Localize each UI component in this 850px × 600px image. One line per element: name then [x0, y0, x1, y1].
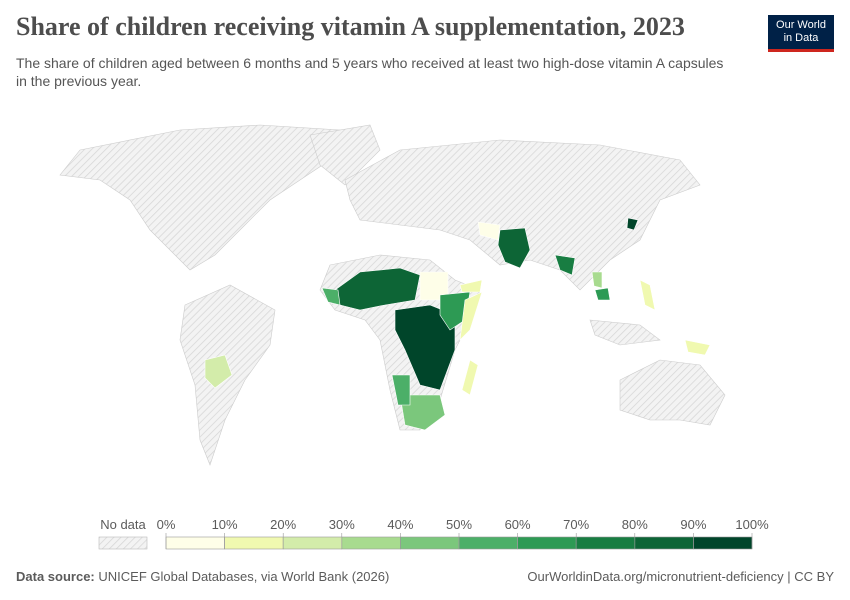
bolivia	[204, 354, 233, 389]
namibia	[391, 374, 411, 406]
west-coast	[321, 287, 341, 306]
legend-bin	[400, 536, 460, 550]
australia	[619, 359, 726, 426]
iran-region	[477, 221, 501, 241]
url[interactable]: OurWorldinData.org/micronutrient-deficie…	[527, 569, 834, 584]
legend-tick-label: 10%	[212, 517, 238, 532]
legend-tick-label: 80%	[622, 517, 648, 532]
pakistan-afghanistan	[497, 227, 531, 269]
southern-africa	[399, 394, 446, 431]
greenland	[309, 124, 381, 186]
philippines	[639, 279, 656, 311]
legend-bin	[693, 536, 753, 550]
legend-bin	[575, 536, 636, 550]
legend-bin	[517, 536, 577, 550]
legend-tick-label: 70%	[563, 517, 589, 532]
logo-text: in Data	[783, 32, 819, 44]
legend-bin	[458, 536, 518, 550]
legend-bin	[165, 536, 225, 550]
bangladesh-myanmar	[554, 254, 576, 276]
north-korea	[626, 217, 639, 231]
legend-tick-label: 60%	[505, 517, 531, 532]
legend-tick-label: 30%	[329, 517, 355, 532]
legend-no-data-label: No data	[100, 517, 146, 532]
legend-bin	[341, 536, 401, 550]
map: No data 0% 10% 20% 30% 40% 50% 60% 70% 80% 90% 100%	[59, 124, 769, 550]
legend-tick-label: 100%	[735, 517, 769, 532]
source: Data source: UNICEF Global Databases, vi…	[16, 569, 389, 584]
central-africa	[394, 304, 456, 391]
land-with-data	[204, 217, 711, 431]
legend-bin	[634, 536, 694, 550]
source-text: UNICEF Global Databases, via World Bank …	[98, 569, 390, 584]
north-america	[59, 124, 341, 271]
legend-tick-label: 40%	[387, 517, 413, 532]
legend-tick-label: 50%	[446, 517, 472, 532]
legend-bin	[282, 536, 343, 550]
subtitle: The share of children aged between 6 mon…	[16, 55, 724, 89]
yemen	[459, 279, 483, 293]
papua	[684, 339, 711, 356]
logo-text: Our World	[776, 19, 826, 31]
madagascar	[461, 359, 479, 396]
title: Share of children receiving vitamin A su…	[16, 12, 685, 41]
legend-tick-label: 20%	[270, 517, 296, 532]
cambodia	[594, 287, 611, 301]
horn	[459, 291, 483, 341]
legend-tick-label: 90%	[680, 517, 706, 532]
legend-no-data-swatch	[98, 536, 148, 550]
west-africa	[334, 267, 421, 311]
laos	[591, 271, 603, 289]
legend-bin	[224, 536, 284, 550]
indonesia	[589, 319, 661, 346]
source-label: Data source:	[16, 569, 95, 584]
legend-tick-label: 0%	[157, 517, 176, 532]
eurasia	[344, 139, 701, 291]
logo[interactable]: Our World in Data	[768, 15, 834, 52]
